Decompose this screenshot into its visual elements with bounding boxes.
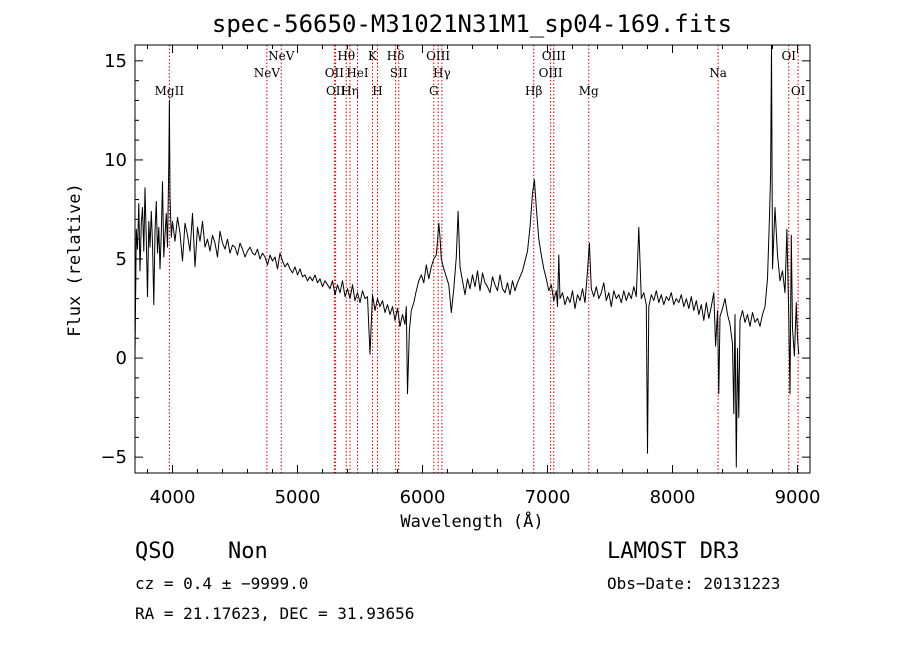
x-tick-label: 5000 bbox=[275, 487, 321, 508]
emission-line-label: H bbox=[372, 84, 382, 98]
emission-line-label: HeI bbox=[346, 66, 369, 80]
y-axis-label: Flux (relative) bbox=[65, 183, 85, 337]
x-tick-label: 8000 bbox=[650, 487, 696, 508]
emission-line-label: Hη bbox=[341, 84, 359, 98]
coordinates: RA = 21.17623, DEC = 31.93656 bbox=[135, 604, 414, 623]
emission-line-label: OI bbox=[781, 49, 796, 63]
spectrum-series bbox=[134, 44, 800, 468]
chart-title: spec-56650-M31021N31M1_sp04-169.fits bbox=[212, 10, 732, 38]
x-axis-label: Wavelength (Å) bbox=[400, 510, 543, 532]
x-tick-label: 6000 bbox=[400, 487, 446, 508]
emission-line-label: NeV bbox=[254, 66, 281, 80]
y-tick-label: 0 bbox=[116, 348, 127, 369]
x-axis-ticks: 4000 5000 6000 7000 8000 9000 bbox=[147, 45, 821, 508]
emission-line-markers: MgII NeV NeV OII OII Hθ Hη HeI K H Hδ SII OIII Hγ G Hβ O… bbox=[155, 45, 806, 473]
emission-line-label: NeV bbox=[268, 49, 295, 63]
emission-line-label: Na bbox=[709, 66, 727, 80]
emission-line-label: OIII bbox=[426, 49, 450, 63]
y-tick-label: 5 bbox=[116, 249, 127, 270]
emission-line-label: Hγ bbox=[433, 66, 451, 80]
y-tick-label: 15 bbox=[104, 51, 127, 72]
emission-line-label: Hβ bbox=[525, 84, 542, 98]
survey-name: LAMOST DR3 bbox=[607, 539, 739, 564]
plot-frame bbox=[134, 44, 811, 474]
emission-line-label: OIII bbox=[542, 49, 566, 63]
x-tick-label: 7000 bbox=[525, 487, 571, 508]
emission-line-label: G bbox=[429, 84, 439, 98]
emission-line-label: Mg bbox=[579, 84, 599, 98]
y-tick-label: 10 bbox=[104, 150, 127, 171]
emission-line-label: Hδ bbox=[387, 49, 405, 63]
emission-line-label: OI bbox=[791, 84, 806, 98]
x-tick-label: 4000 bbox=[150, 487, 196, 508]
emission-line-label: Hθ bbox=[337, 49, 355, 63]
emission-line-label: MgII bbox=[155, 84, 185, 98]
object-subclass: Non bbox=[228, 539, 268, 564]
emission-line-label: SII bbox=[390, 66, 408, 80]
observation-date: Obs−Date: 20131223 bbox=[607, 574, 780, 593]
x-tick-label: 9000 bbox=[775, 487, 821, 508]
emission-line-label: OII bbox=[325, 66, 345, 80]
emission-line-label: K bbox=[368, 49, 378, 63]
redshift-cz: cz = 0.4 ± −9999.0 bbox=[135, 574, 308, 593]
object-class: QSO bbox=[135, 539, 175, 564]
emission-line-label: OII bbox=[326, 84, 346, 98]
y-tick-label: −5 bbox=[100, 447, 127, 468]
y-axis-ticks: −5 0 5 10 15 bbox=[100, 51, 810, 468]
emission-line-label: OIII bbox=[539, 66, 563, 80]
spectrum-line bbox=[134, 44, 800, 468]
